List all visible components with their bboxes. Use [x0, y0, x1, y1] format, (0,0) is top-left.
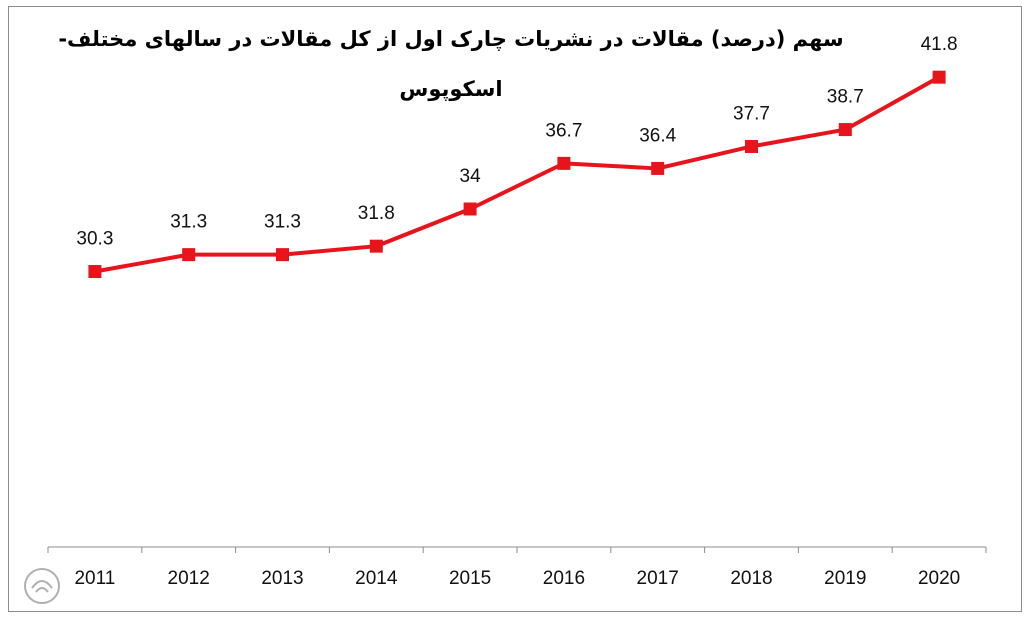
x-tick-label: 2011	[74, 568, 115, 589]
data-point-marker	[276, 248, 289, 262]
x-tick-label: 2013	[261, 568, 303, 589]
data-point-marker	[182, 248, 196, 262]
x-tick-label: 2020	[918, 568, 960, 589]
tasnim-logo-icon	[24, 568, 60, 604]
data-label: 31.8	[358, 203, 395, 224]
data-label: 38.7	[827, 87, 864, 108]
data-point-marker	[932, 70, 946, 84]
x-tick-label: 2015	[449, 568, 491, 589]
data-label: 31.3	[170, 212, 207, 233]
data-point-marker	[557, 156, 571, 170]
chart-frame	[8, 6, 1022, 612]
data-label: 36.4	[639, 125, 676, 146]
data-label: 37.7	[733, 103, 770, 124]
data-label: 41.8	[921, 34, 958, 55]
data-label: 31.3	[264, 212, 301, 233]
series-line	[94, 75, 941, 274]
data-point-marker	[838, 123, 852, 137]
data-point-marker	[651, 161, 665, 175]
data-point-marker	[463, 202, 477, 216]
x-tick-label: 2012	[168, 568, 210, 589]
data-point-marker	[369, 239, 383, 253]
data-point-marker	[745, 139, 758, 153]
data-label: 30.3	[76, 229, 113, 250]
chart-title: سهم (درصد) مقالات در نشریات چارک اول از …	[58, 27, 844, 101]
data-label: 36.7	[545, 120, 582, 141]
x-tick-label: 2018	[730, 568, 772, 589]
data-point-marker	[88, 265, 102, 279]
data-label: 34	[460, 166, 482, 187]
x-tick-label: 2017	[637, 568, 679, 589]
x-tick-label: 2014	[355, 568, 398, 589]
x-tick-label: 2019	[824, 568, 866, 589]
x-tick-label: 2016	[543, 568, 585, 589]
